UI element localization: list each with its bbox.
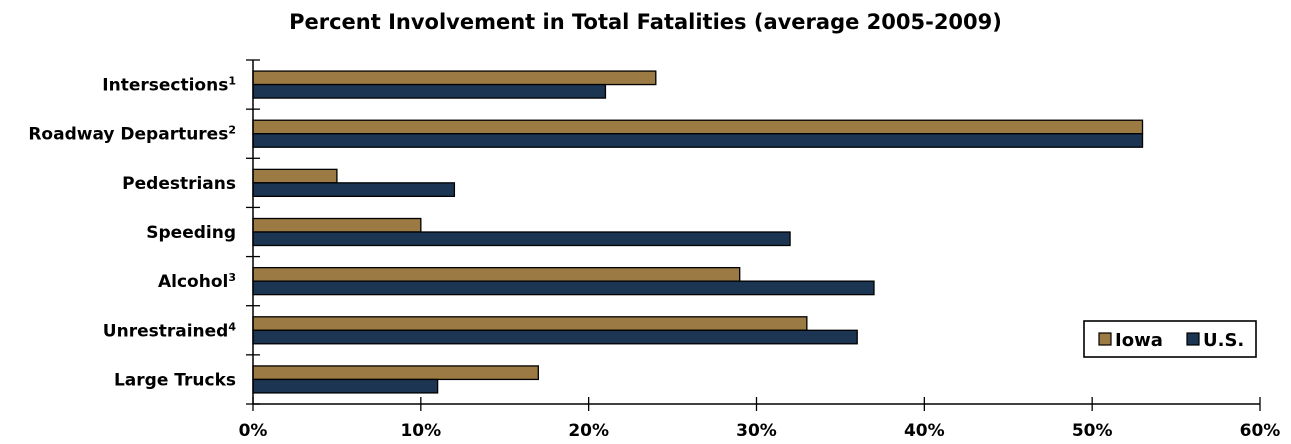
category-label: Large Trucks	[114, 370, 236, 390]
legend-label-iowa: Iowa	[1115, 330, 1163, 351]
x-tick-label: 50%	[1072, 421, 1113, 441]
bar-us-2	[252, 182, 456, 198]
legend-swatch-iowa	[1098, 332, 1112, 346]
bar-iowa-0	[252, 70, 657, 86]
bar-iowa-6	[252, 365, 539, 381]
bar-iowa-4	[252, 266, 741, 282]
x-tick-label: 60%	[1240, 421, 1281, 441]
bar-us-6	[252, 378, 439, 394]
category-label: Intersections1	[102, 75, 236, 96]
x-tick-label: 10%	[400, 421, 441, 441]
chart-title: Percent Involvement in Total Fatalities …	[289, 10, 1002, 34]
category-label: Roadway Departures2	[28, 124, 236, 145]
legend-box	[1083, 320, 1257, 358]
bar-iowa-3	[252, 217, 422, 233]
legend-swatch-us	[1186, 332, 1200, 346]
legend-label-us: U.S.	[1203, 330, 1244, 351]
x-tick-label: 40%	[904, 421, 945, 441]
bar-iowa-2	[252, 168, 338, 184]
bar-us-1	[252, 133, 1144, 148]
bar-us-0	[252, 83, 607, 99]
category-label: Speeding	[146, 223, 236, 243]
x-tick-label: 30%	[736, 421, 777, 441]
category-label: Pedestrians	[122, 174, 236, 194]
category-label: Unrestrained4	[103, 320, 237, 341]
bar-us-5	[252, 329, 858, 345]
category-label: Alcohol3	[158, 271, 236, 292]
bar-iowa-5	[252, 316, 808, 331]
x-tick-label: 20%	[568, 421, 609, 441]
x-tick-label: 0%	[239, 421, 268, 441]
bar-us-4	[252, 280, 875, 296]
bar-us-3	[252, 231, 791, 247]
bar-iowa-1	[252, 119, 1144, 135]
